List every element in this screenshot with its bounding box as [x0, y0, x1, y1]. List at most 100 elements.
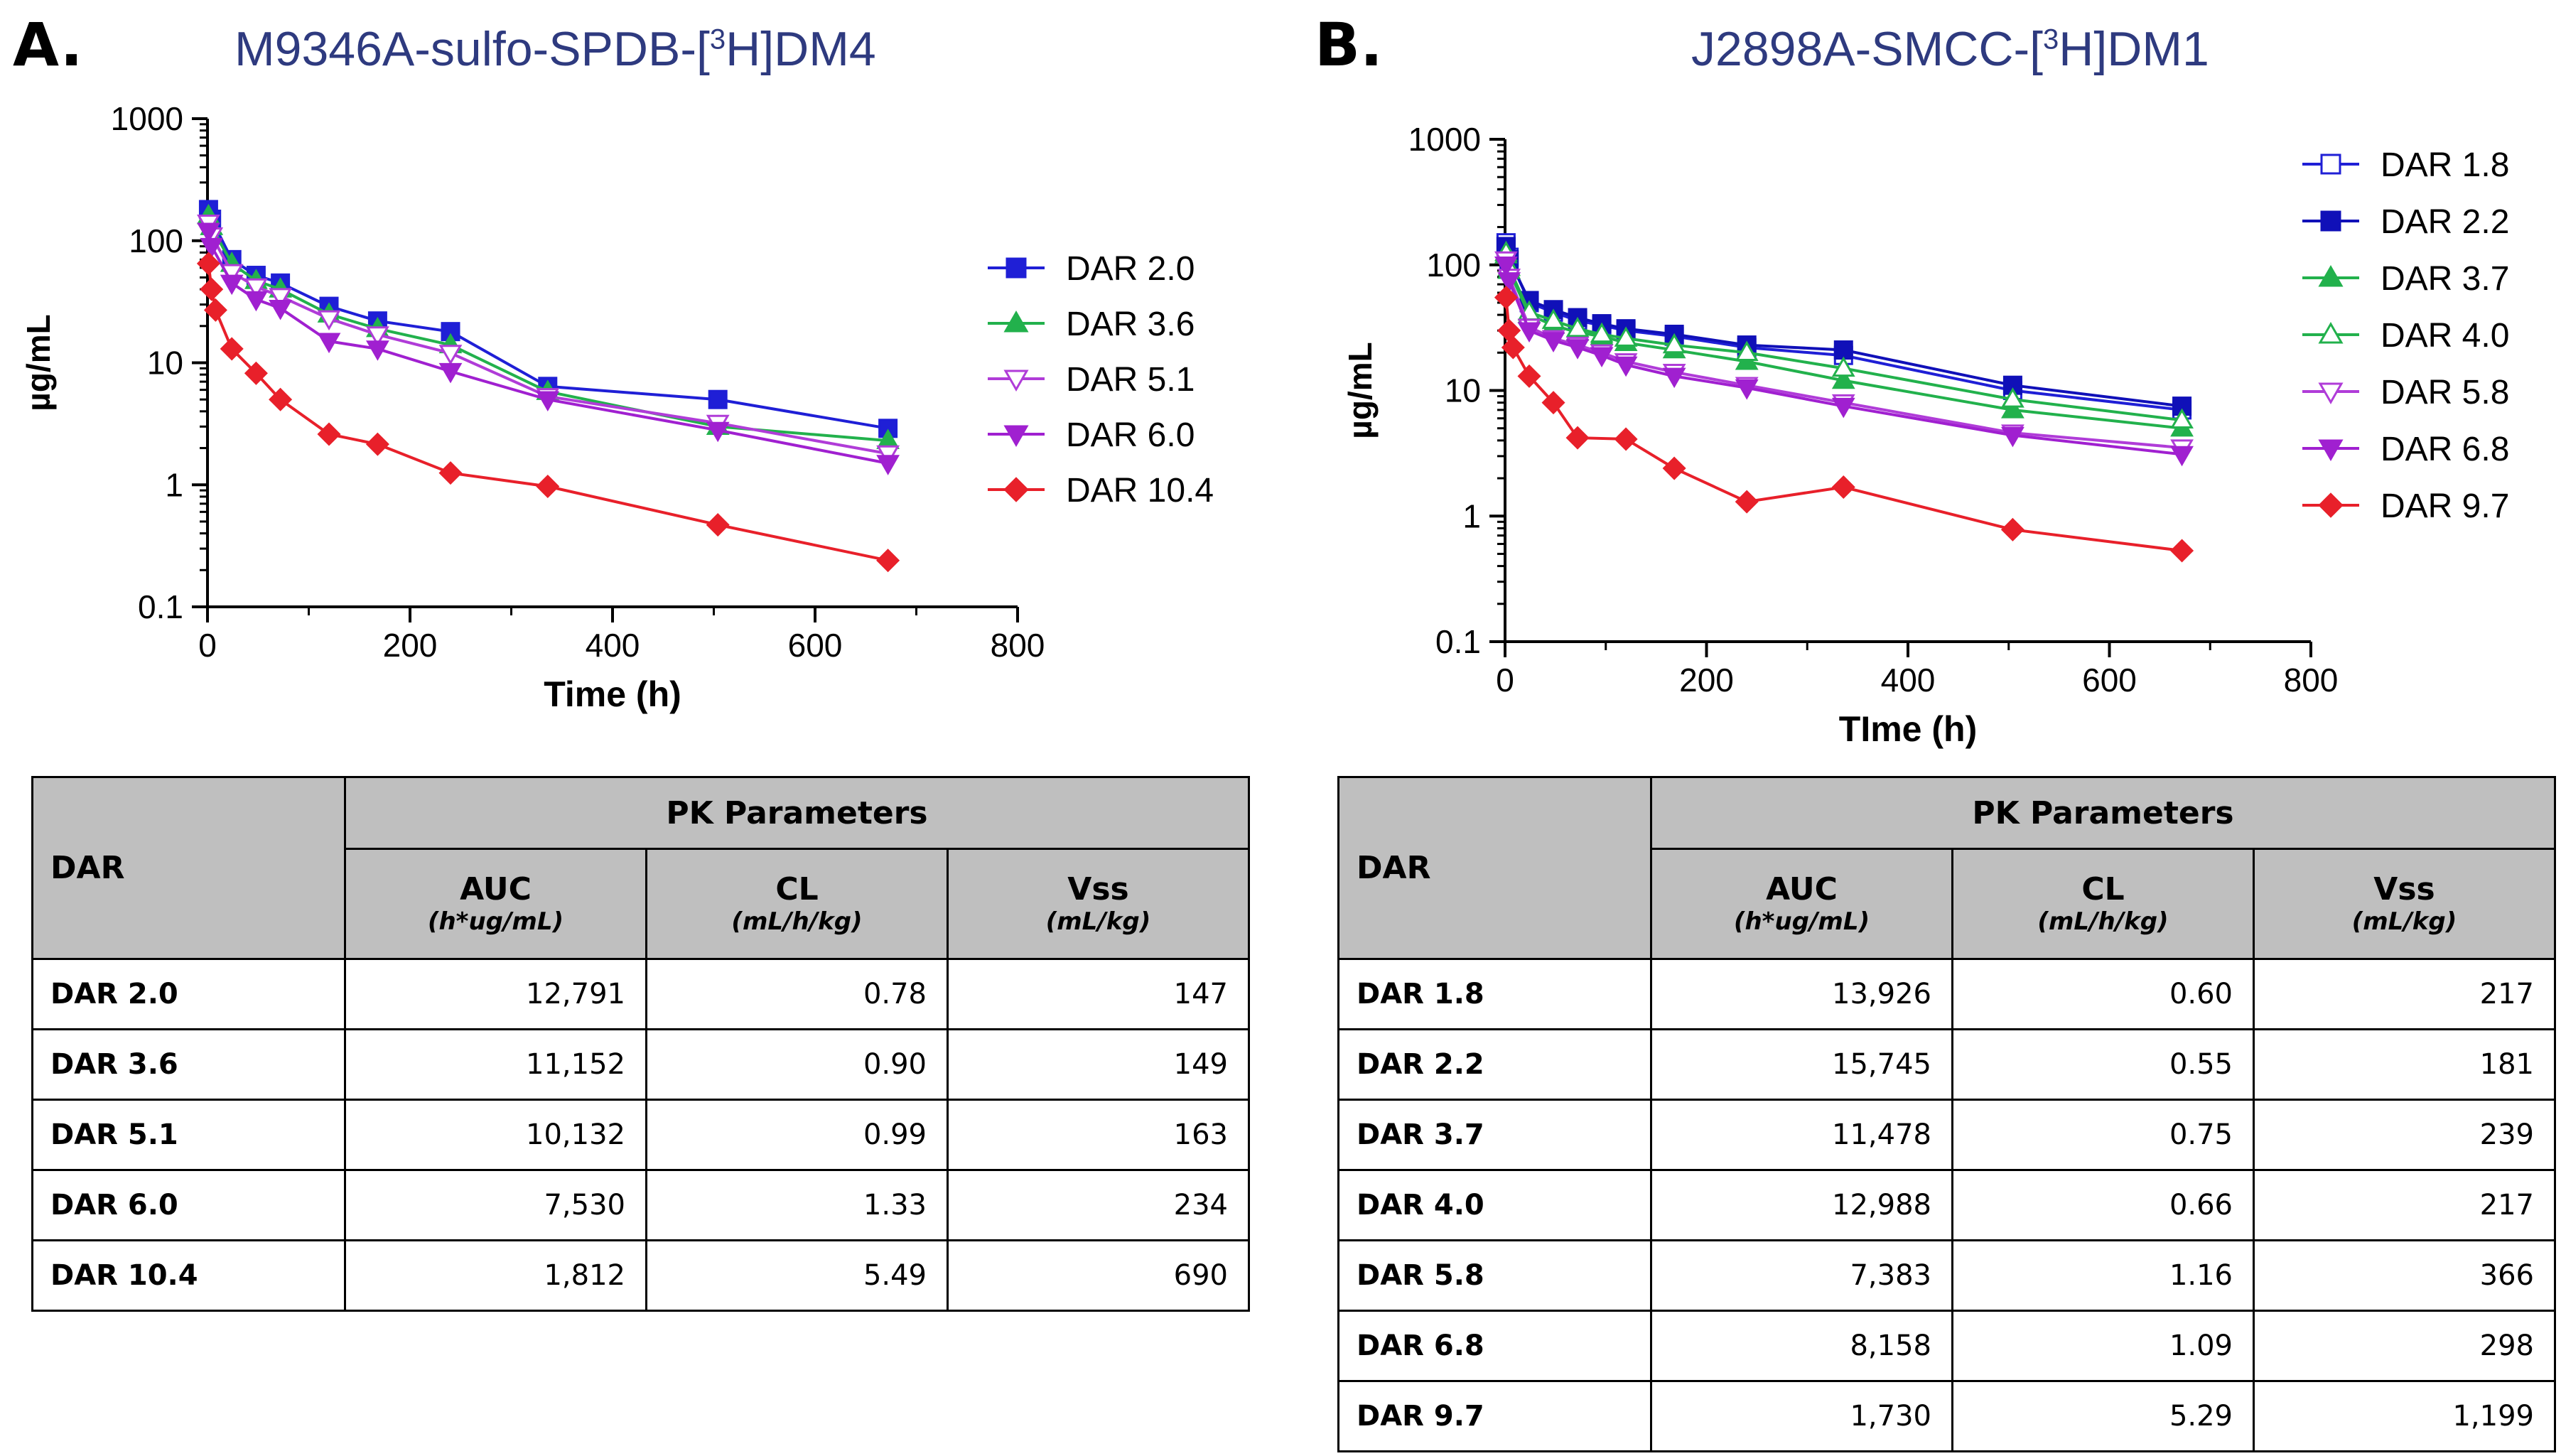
series	[196, 252, 900, 573]
data-point	[197, 222, 220, 243]
data-point	[1833, 340, 1853, 360]
data-point	[200, 237, 224, 259]
data-point	[1501, 335, 1525, 360]
data-point	[438, 345, 463, 365]
data-point	[1517, 364, 1541, 388]
legend-marker	[1003, 477, 1029, 502]
data-point	[1662, 333, 1686, 354]
y-tick-label: 1	[1462, 497, 1481, 534]
data-point	[2170, 446, 2194, 467]
table-cell: 12,791	[344, 958, 647, 1030]
legend-entry: DAR 10.4	[988, 472, 1214, 509]
data-point	[876, 549, 900, 573]
table-a-param-header: CL (mL/h/kg)	[645, 848, 949, 960]
row-dar-label: DAR 5.1	[31, 1099, 346, 1171]
data-point	[220, 337, 244, 361]
legend-label: DAR 3.7	[2381, 260, 2509, 298]
table-cell: 1,199	[2253, 1380, 2556, 1452]
data-point	[317, 333, 341, 354]
x-tick-label: 0	[198, 627, 217, 664]
legend-marker	[2318, 265, 2344, 287]
panel-a-title-prefix: M9346A-sulfo-SPDB-[	[234, 22, 710, 76]
data-point	[1541, 332, 1565, 352]
table-row: DAR 3.6 11,152 0.90 149	[31, 1028, 1250, 1101]
table-row: DAR 5.8 7,383 1.16 366	[1337, 1239, 2556, 1312]
data-point	[1517, 322, 1541, 343]
table-cell: 1.33	[645, 1169, 949, 1241]
x-tick-label: 0	[1496, 662, 1514, 699]
legend-label: DAR 1.8	[2381, 146, 2509, 184]
row-dar-label: DAR 5.8	[1337, 1239, 1652, 1312]
axes: 0.1 1 10 100 1000 0 200 400 600 800 Time (h) µg/mL	[20, 100, 1045, 714]
data-point	[1735, 490, 1759, 514]
legend-marker	[2318, 382, 2344, 404]
data-point	[706, 513, 730, 537]
panel-b-title: J2898A-SMCC-[3H]DM1	[1691, 21, 2209, 77]
legend-entry: DAR 6.8	[2302, 431, 2509, 468]
table-row: DAR 6.0 7,530 1.33 234	[31, 1169, 1250, 1241]
legend-marker	[2320, 153, 2341, 175]
data-point	[196, 252, 220, 276]
panel-a-title-sup: 3	[709, 23, 726, 55]
table-cell: 8,158	[1650, 1310, 1953, 1382]
panel-a-title-suffix: H]DM4	[726, 22, 876, 76]
panel-b-title-prefix: J2898A-SMCC-[	[1691, 22, 2044, 76]
row-dar-label: DAR 2.0	[31, 958, 346, 1030]
data-point	[1662, 456, 1686, 480]
panel-b-letter: B.	[1315, 10, 1383, 80]
legend-label: DAR 6.8	[2381, 431, 2509, 468]
row-dar-label: DAR 6.0	[31, 1169, 346, 1241]
data-point	[1831, 368, 1855, 389]
table-cell: 0.66	[1951, 1169, 2255, 1241]
data-point	[1541, 308, 1565, 329]
pk-table-a: DAR PK Parameters AUC (h*ug/mL) CL (mL/h/kg…	[31, 776, 1250, 1312]
table-cell: 163	[947, 1099, 1250, 1171]
param-unit: (mL/kg)	[1045, 907, 1151, 936]
param-unit: (h*ug/mL)	[427, 907, 564, 936]
param-unit: (mL/h/kg)	[731, 907, 863, 936]
table-cell: 10,132	[344, 1099, 647, 1171]
data-point	[203, 298, 227, 322]
table-row: DAR 9.7 1,730 5.29 1,199	[1337, 1380, 2556, 1452]
legend-marker	[2318, 439, 2344, 461]
table-row: DAR 5.1 10,132 0.99 163	[31, 1099, 1250, 1171]
data-point	[1831, 356, 1855, 377]
data-point	[1494, 286, 1518, 310]
data-point	[220, 274, 244, 296]
data-point	[269, 288, 292, 308]
legend-label: DAR 2.2	[2381, 203, 2509, 241]
data-point	[706, 421, 730, 443]
data-point	[876, 455, 900, 475]
table-cell: 5.49	[645, 1239, 949, 1312]
table-row: DAR 2.2 15,745 0.55 181	[1337, 1028, 2556, 1101]
data-point	[536, 391, 560, 412]
data-point	[365, 432, 389, 456]
data-point	[269, 387, 293, 411]
y-tick-label: 1	[165, 466, 183, 503]
legend-marker	[1005, 257, 1027, 279]
data-point	[2001, 387, 2024, 408]
y-axis-label: µg/mL	[1342, 342, 1379, 438]
table-cell: 1,730	[1650, 1380, 1953, 1452]
table-b-param-header: CL (mL/h/kg)	[1951, 848, 2255, 960]
data-point	[317, 422, 341, 446]
legend-entry: DAR 3.6	[988, 306, 1195, 343]
legend-entry: DAR 1.8	[2302, 146, 2509, 184]
series-line	[1504, 252, 2182, 422]
y-tick-label: 100	[1426, 247, 1481, 284]
table-cell: 5.29	[1951, 1380, 2255, 1452]
data-point	[269, 300, 292, 320]
param-label: Vss	[2373, 871, 2435, 908]
data-point	[2000, 517, 2024, 541]
x-tick-label: 800	[2284, 662, 2339, 699]
x-tick-label: 800	[991, 627, 1045, 664]
table-cell: 1.09	[1951, 1310, 2255, 1382]
table-cell: 0.99	[645, 1099, 949, 1171]
legend-label: DAR 9.7	[2381, 487, 2509, 525]
legend-label: DAR 5.1	[1066, 361, 1195, 399]
table-cell: 181	[2253, 1028, 2556, 1101]
table-cell: 0.75	[1951, 1099, 2255, 1171]
legend-marker	[1003, 425, 1029, 447]
data-point	[536, 475, 560, 499]
data-point	[1565, 426, 1590, 450]
